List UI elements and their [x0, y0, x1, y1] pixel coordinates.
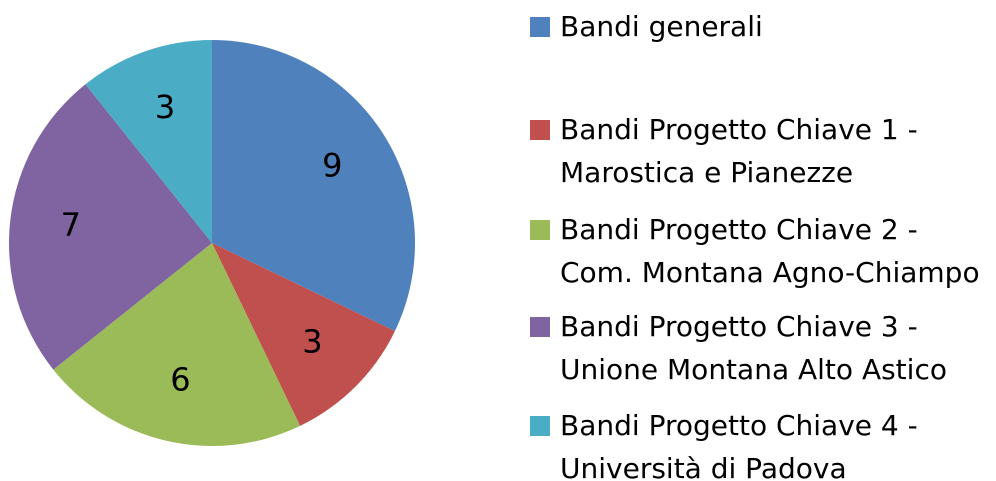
legend-swatch — [530, 120, 550, 140]
legend-swatch — [530, 220, 550, 240]
pie-slice — [9, 84, 213, 370]
legend-item: Bandi Progetto Chiave 3 - Unione Montana… — [530, 305, 947, 391]
legend-item: Bandi generali — [530, 5, 763, 48]
pie-slice — [53, 243, 301, 446]
data-label: 7 — [61, 206, 81, 244]
legend-label: Bandi Progetto Chiave 3 - Unione Montana… — [560, 310, 947, 386]
data-label: 3 — [302, 322, 322, 360]
pie-slice — [212, 243, 395, 426]
legend-swatch — [530, 17, 550, 37]
legend-item: Bandi Progetto Chiave 1 - Marostica e Pi… — [530, 108, 918, 194]
legend-label: Bandi generali — [560, 10, 763, 43]
pie-slice — [85, 40, 212, 243]
data-label: 9 — [322, 146, 342, 184]
pie-slice — [212, 40, 415, 332]
data-label: 6 — [170, 361, 190, 399]
legend-label: Bandi Progetto Chiave 1 - Marostica e Pi… — [560, 113, 918, 189]
legend-label: Bandi Progetto Chiave 4 - Università di … — [560, 409, 918, 481]
legend-item: Bandi Progetto Chiave 2 - Com. Montana A… — [530, 208, 980, 294]
legend-swatch — [530, 416, 550, 436]
legend-label: Bandi Progetto Chiave 2 - Com. Montana A… — [560, 213, 980, 289]
legend-item: Bandi Progetto Chiave 4 - Università di … — [530, 404, 918, 481]
legend-swatch — [530, 317, 550, 337]
data-label: 3 — [155, 88, 175, 126]
